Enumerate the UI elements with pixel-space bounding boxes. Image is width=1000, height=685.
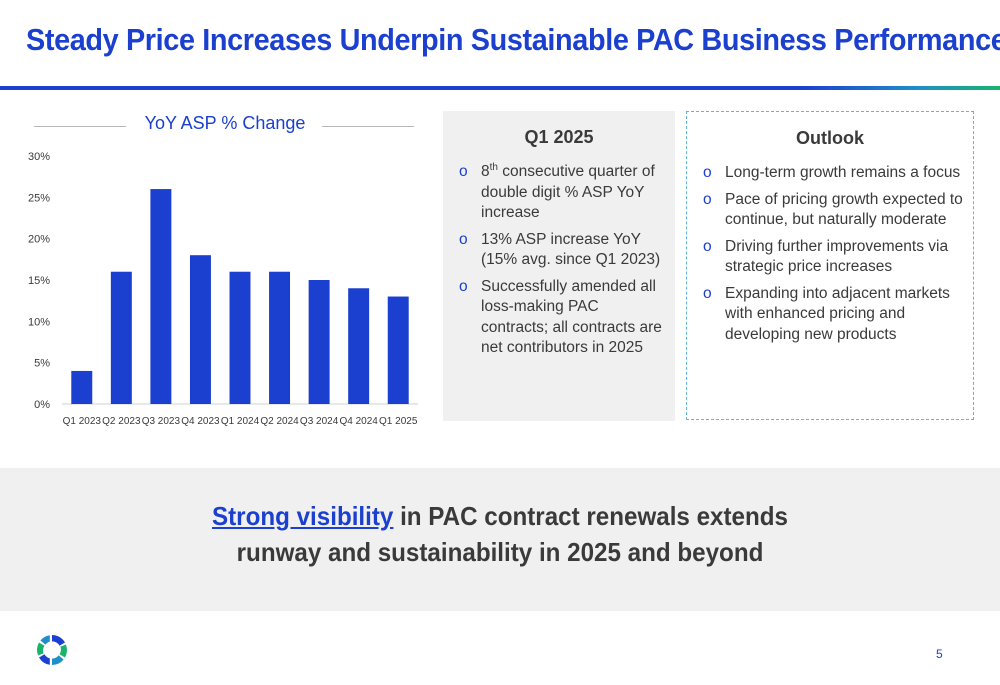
bar (71, 370, 93, 404)
outlook-bullet-text: Long-term growth remains a focus (725, 164, 961, 181)
y-tick-label: 20% (28, 234, 50, 246)
banner-text: Strong visibility in PAC contract renewa… (35, 498, 965, 570)
bar (229, 271, 251, 404)
bullet-icon: o (459, 230, 468, 248)
bar (269, 271, 291, 404)
outlook-bullet: o Pace of pricing growth expected to con… (701, 190, 965, 231)
outlook-panel: Outlook o Long-term growth remains a foc… (686, 111, 974, 420)
x-tick-label: Q2 2024 (260, 416, 299, 427)
bar (150, 189, 172, 404)
bar (308, 280, 330, 404)
outlook-bullet: o Long-term growth remains a focus (701, 163, 965, 184)
x-tick-label: Q4 2023 (181, 416, 220, 427)
q1-bullet-text-pre: 8 (481, 163, 490, 180)
outlook-bullet-text: Driving further improvements via strateg… (725, 237, 949, 276)
banner-line1: in PAC contract renewals extends (393, 501, 788, 531)
bullet-icon: o (703, 284, 712, 302)
q1-bullet: o 13% ASP increase YoY (15% avg. since Q… (457, 230, 667, 271)
q1-bullet: o Successfully amended all loss-making P… (457, 277, 667, 359)
bar (189, 255, 211, 404)
bullet-icon: o (703, 164, 712, 181)
x-tick-label: Q3 2024 (300, 416, 339, 427)
bullet-icon: o (459, 163, 468, 180)
page-number: 5 (936, 647, 943, 661)
strong-visibility-link[interactable]: Strong visibility (211, 501, 394, 531)
summary-banner: Strong visibility in PAC contract renewa… (0, 468, 1000, 611)
x-tick-label: Q1 2023 (63, 416, 102, 427)
company-logo-icon (37, 635, 67, 665)
y-tick-label: 15% (28, 275, 50, 287)
outlook-bullet-text: Pace of pricing growth expected to conti… (725, 190, 963, 229)
bullet-icon: o (703, 190, 712, 208)
bar (348, 288, 370, 404)
q1-bullet-text: Successfully amended all loss-making PAC… (481, 277, 662, 357)
chart-title: YoY ASP % Change (144, 113, 306, 133)
x-tick-label: Q2 2023 (102, 416, 141, 427)
chart-title-rule-left (34, 126, 126, 127)
outlook-bullet-list: o Long-term growth remains a focus o Pac… (687, 163, 973, 345)
outlook-bullet-text: Expanding into adjacent markets with enh… (725, 284, 950, 343)
q1-bullet: o 8th consecutive quarter of double digi… (457, 162, 667, 224)
y-tick-label: 10% (28, 316, 50, 328)
page-title: Steady Price Increases Underpin Sustaina… (26, 22, 1000, 57)
q1-bullet-sup: th (489, 161, 498, 173)
bullet-icon: o (703, 237, 712, 255)
outlook-bullet: o Driving further improvements via strat… (701, 237, 965, 278)
q1-bullet-text-post: consecutive quarter of double digit % AS… (481, 163, 655, 221)
q1-2025-panel: Q1 2025 o 8th consecutive quarter of dou… (443, 111, 675, 421)
banner-line2: runway and sustainability in 2025 and be… (236, 537, 764, 567)
y-tick-label: 30% (28, 151, 50, 163)
chart-title-rule-right (322, 126, 414, 127)
y-tick-label: 5% (34, 358, 50, 370)
y-tick-label: 25% (28, 192, 50, 204)
x-tick-label: Q1 2025 (379, 416, 418, 427)
q1-bullet-list: o 8th consecutive quarter of double digi… (443, 162, 675, 359)
x-tick-label: Q1 2024 (221, 416, 260, 427)
title-divider (0, 86, 1000, 90)
x-tick-label: Q3 2023 (142, 416, 181, 427)
outlook-bullet: o Expanding into adjacent markets with e… (701, 284, 965, 346)
bar (387, 296, 409, 404)
q1-bullet-text: 13% ASP increase YoY (15% avg. since Q1 … (481, 230, 661, 269)
y-tick-label: 0% (34, 399, 50, 411)
outlook-heading: Outlook (796, 128, 864, 148)
q1-heading: Q1 2025 (524, 127, 594, 147)
bar (110, 271, 132, 404)
x-tick-label: Q4 2024 (339, 416, 378, 427)
asp-bar-chart: 0% 5% 10% 15% 20% 25% 30% Q1 2023 Q2 2023 Q3 2023… (28, 151, 418, 427)
bullet-icon: o (459, 277, 468, 295)
